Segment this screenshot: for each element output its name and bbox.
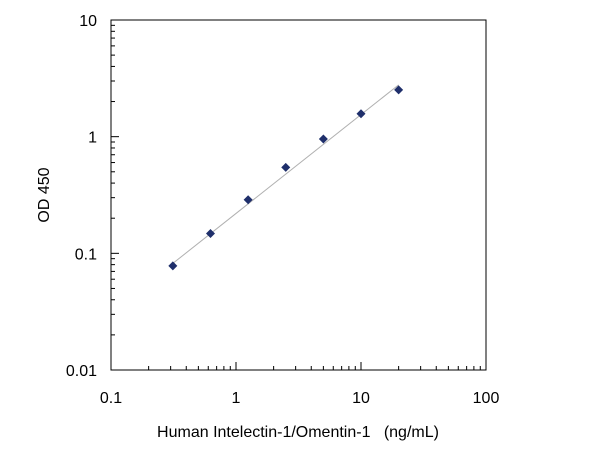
- data-point: [318, 134, 328, 144]
- y-tick-label: 1: [88, 130, 97, 147]
- points-layer: [168, 85, 404, 271]
- y-tick-labels: 0.01 0.1 1 10: [66, 13, 97, 380]
- x-tick-label: 10: [352, 390, 370, 407]
- y-minor-ticks: [111, 24, 115, 336]
- x-tick-label: 0.1: [100, 390, 122, 407]
- x-tick-label: 1: [232, 390, 241, 407]
- data-point: [394, 85, 404, 95]
- data-point: [281, 162, 291, 172]
- x-axis-label: Human Intelectin-1/Omentin-1 (ng/mL): [157, 424, 439, 441]
- y-axis-label: OD 450: [36, 167, 53, 222]
- data-point: [168, 261, 178, 271]
- y-tick-label: 0.01: [66, 363, 97, 380]
- data-point: [205, 228, 215, 238]
- x-tick-label: 100: [473, 390, 500, 407]
- x-major-ticks: [110, 362, 487, 370]
- y-tick-label: 10: [79, 13, 97, 30]
- plot-area: [110, 19, 487, 371]
- data-point: [356, 109, 366, 119]
- data-point: [243, 195, 253, 205]
- y-tick-label: 0.1: [75, 246, 97, 263]
- x-tick-labels: 0.1 1 10 100: [100, 390, 500, 407]
- x-minor-ticks: [148, 366, 481, 370]
- y-major-ticks: [111, 19, 119, 371]
